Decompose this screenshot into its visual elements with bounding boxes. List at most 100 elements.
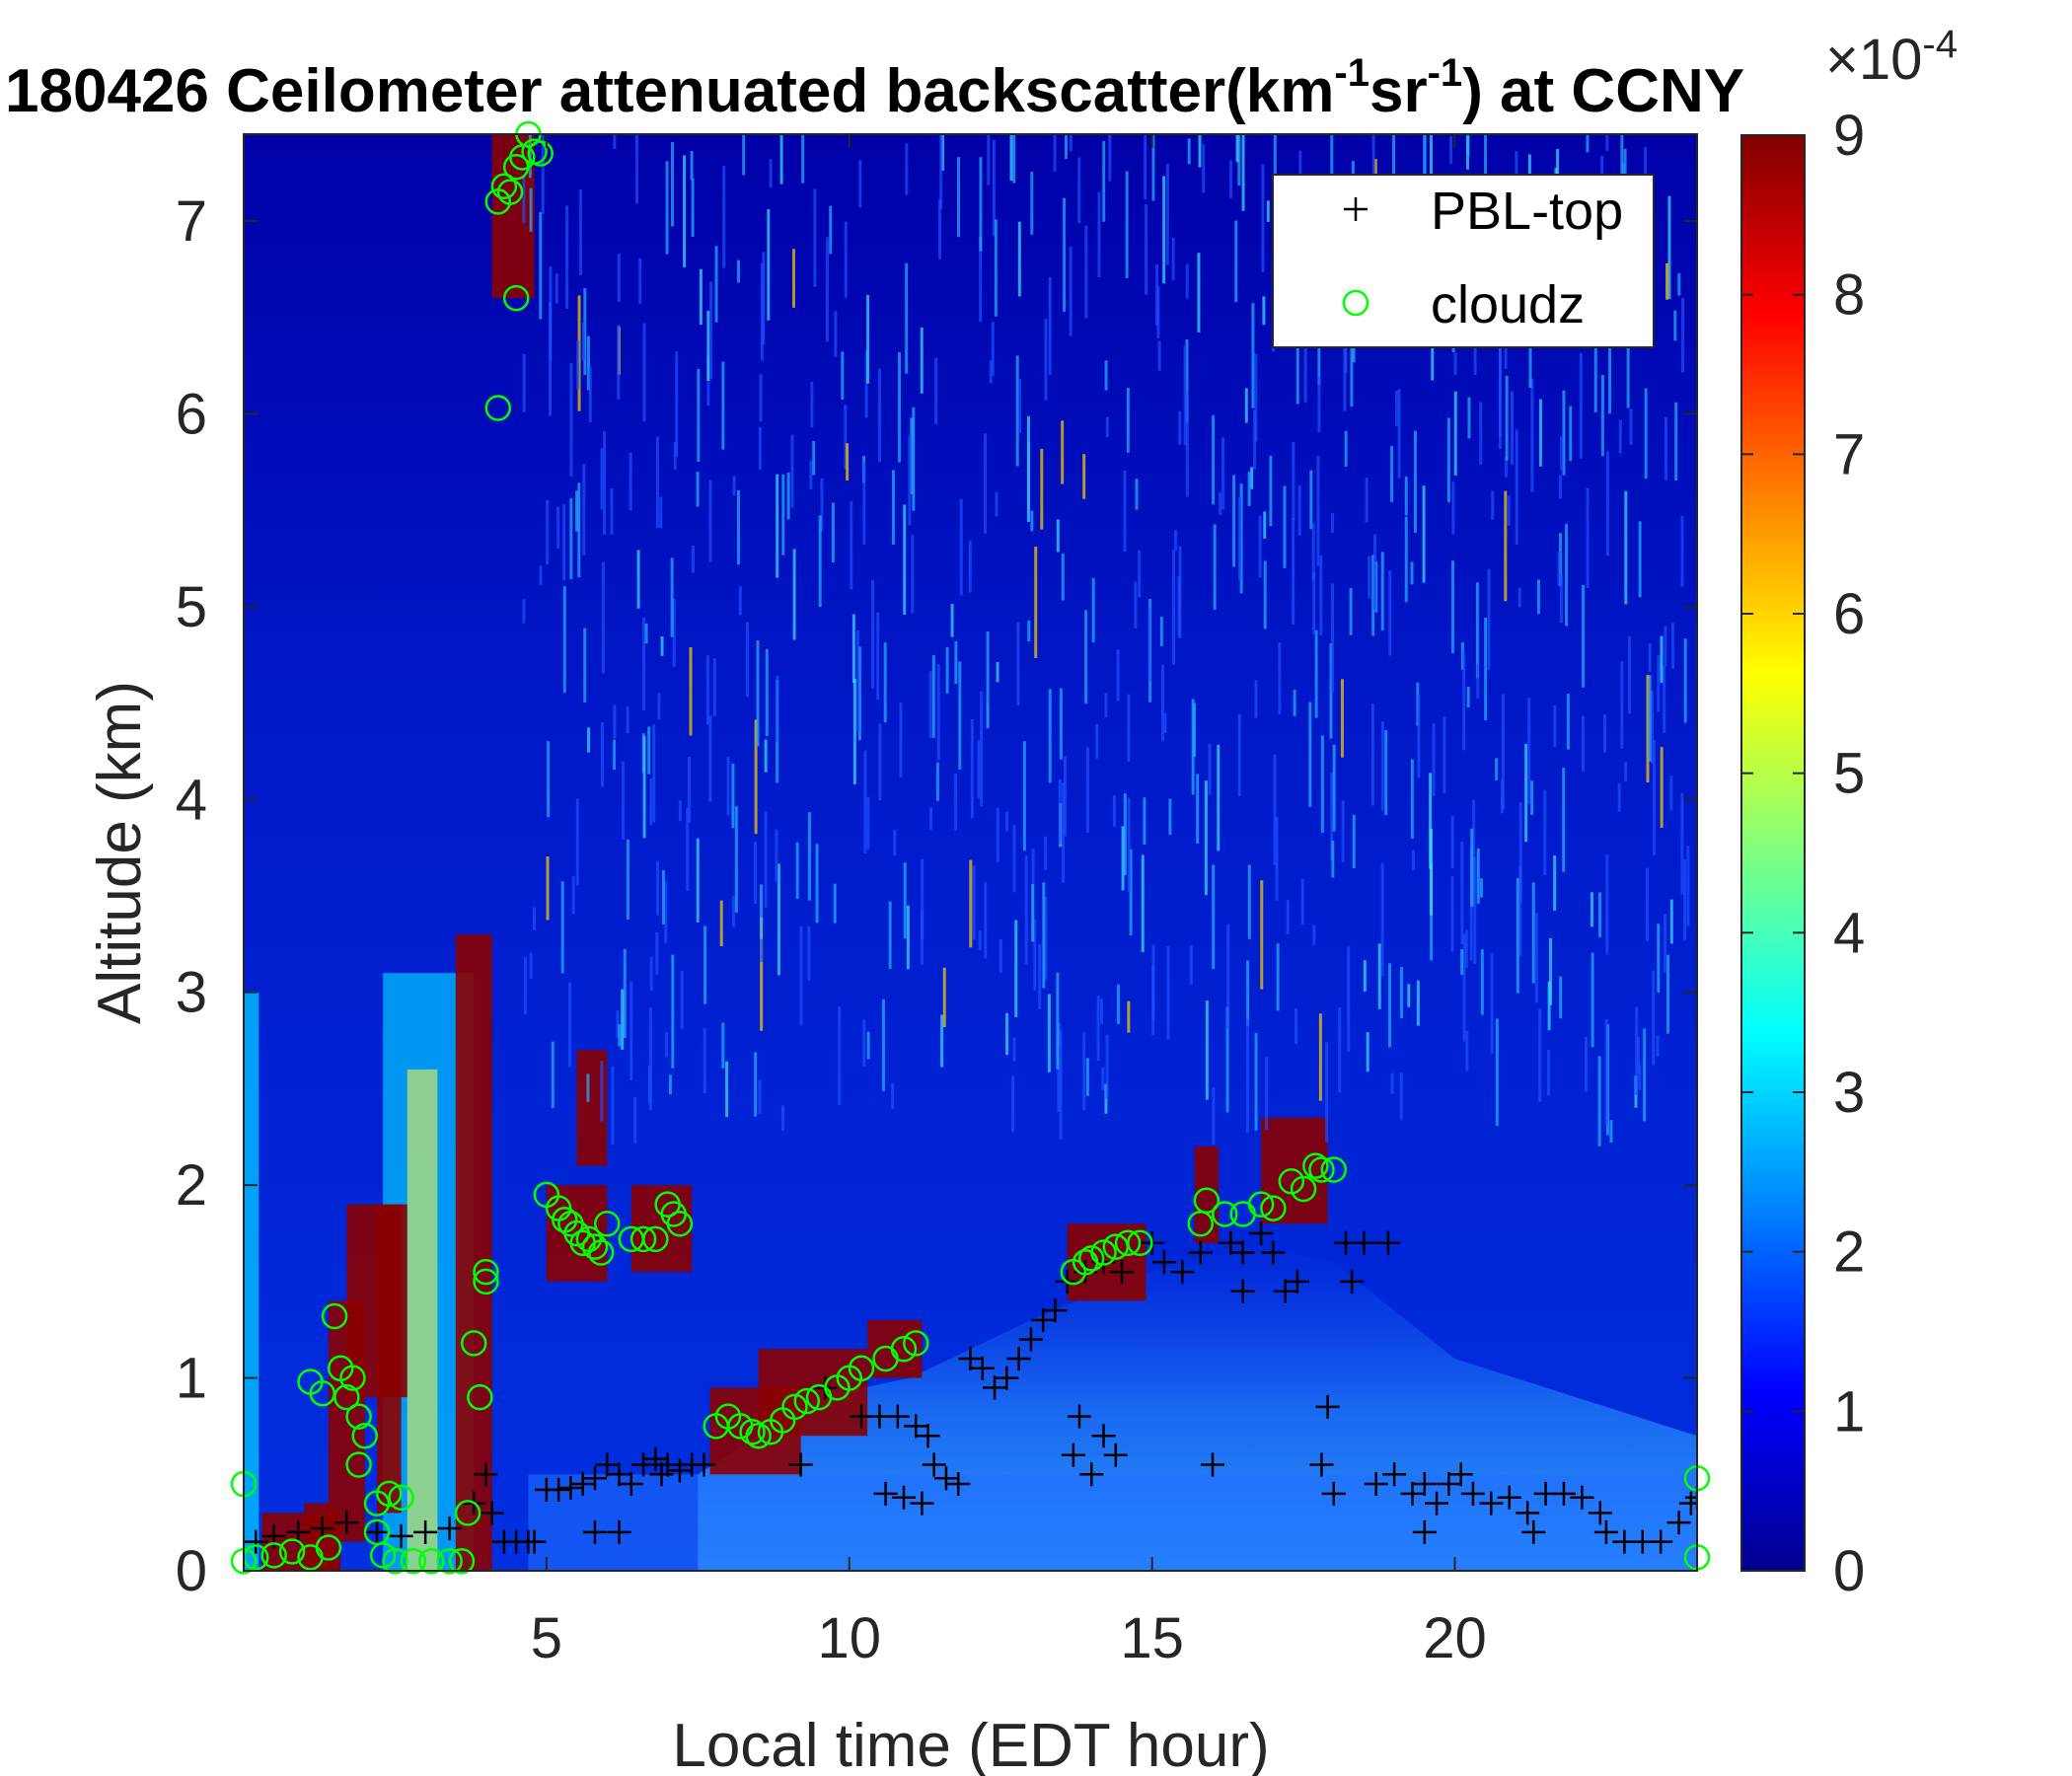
pbl-top-point — [607, 1519, 631, 1544]
cloudz-point — [333, 1383, 360, 1411]
backscatter-streak — [1031, 883, 1035, 942]
backscatter-streak — [1559, 976, 1563, 1019]
backscatter-streak — [706, 310, 710, 382]
backscatter-streak — [1446, 417, 1450, 503]
backscatter-streak — [670, 557, 674, 637]
backscatter-streak — [1648, 675, 1652, 762]
backscatter-streak — [636, 550, 640, 609]
backscatter-streak — [1517, 587, 1521, 608]
backscatter-streak — [603, 430, 607, 535]
backscatter-streak — [1431, 319, 1435, 381]
backscatter-streak — [1129, 849, 1133, 936]
backscatter-streak — [1344, 325, 1348, 373]
backscatter-streak — [754, 719, 758, 835]
backscatter-streak — [1254, 1032, 1258, 1131]
backscatter-streak — [939, 134, 943, 209]
backscatter-streak — [1097, 191, 1101, 277]
backscatter-streak — [529, 187, 533, 232]
backscatter-streak — [1677, 272, 1681, 296]
cloudz-point — [376, 1480, 403, 1508]
backscatter-streak — [1603, 713, 1607, 753]
colorbar-gradient — [1740, 134, 1806, 1572]
pbl-top-point — [582, 1466, 607, 1491]
backscatter-streak — [600, 448, 604, 510]
backscatter-streak — [1239, 483, 1243, 594]
backscatter-streak — [1423, 134, 1427, 183]
backscatter-streak — [1638, 1063, 1642, 1090]
backscatter-streak — [1646, 675, 1650, 783]
cloudz-point — [890, 1335, 918, 1363]
backscatter-streak — [866, 796, 870, 850]
backscatter-streak — [1407, 984, 1411, 1007]
cloudz-point — [581, 1233, 609, 1260]
backscatter-streak — [1417, 695, 1421, 778]
backscatter-streak — [1275, 816, 1279, 901]
backscatter-streak — [1373, 534, 1377, 611]
backscatter-streak — [1292, 518, 1295, 625]
backscatter-streak — [649, 956, 653, 992]
backscatter-streak — [1127, 797, 1131, 893]
backscatter-streak — [722, 165, 726, 268]
cloudz-point — [388, 1484, 414, 1511]
backscatter-streak — [672, 598, 676, 667]
backscatter-streak — [979, 237, 983, 323]
y-tick-label: 5 — [176, 575, 207, 639]
backscatter-streak — [1645, 867, 1649, 942]
pbl-top-point — [1375, 1230, 1400, 1255]
backscatter-streak — [1681, 297, 1685, 373]
cloudz-point — [1114, 1229, 1142, 1257]
backscatter-streak — [831, 502, 835, 563]
backscatter-streak — [528, 134, 532, 179]
backscatter-streak — [1225, 1006, 1229, 1113]
backscatter-streak — [1331, 840, 1335, 878]
backscatter-streak — [1518, 801, 1522, 904]
backscatter-streak — [1183, 345, 1187, 446]
backscatter-streak — [1265, 1057, 1269, 1131]
backscatter-streak — [969, 859, 973, 948]
pbl-top-point — [1516, 1501, 1540, 1525]
backscatter-streak — [1505, 456, 1509, 478]
backscatter-streak — [864, 350, 868, 418]
backscatter-streak — [1171, 237, 1175, 280]
backscatter-streak — [1319, 555, 1323, 635]
backscatter-streak — [1586, 487, 1590, 589]
backscatter-streak — [1009, 134, 1013, 182]
backscatter-streak — [575, 490, 579, 532]
cloudz-point — [448, 1547, 476, 1575]
backscatter-streak — [691, 546, 695, 573]
backscatter-streak — [760, 884, 764, 942]
backscatter-streak — [1600, 374, 1604, 457]
backscatter-streak — [1247, 864, 1251, 939]
backscatter-streak — [1429, 773, 1433, 869]
backscatter-streak — [1058, 778, 1062, 845]
cloudz-point — [351, 1422, 378, 1449]
backscatter-streak — [1104, 693, 1108, 718]
cloudz-point — [666, 1210, 694, 1237]
backscatter-streak — [569, 362, 573, 478]
backscatter-streak — [1056, 972, 1060, 1070]
backscatter-streak — [661, 869, 665, 925]
backscatter-streak — [546, 856, 550, 921]
backscatter-streak — [1593, 330, 1597, 413]
backscatter-streak — [1260, 880, 1264, 990]
backscatter-streak — [721, 361, 725, 450]
pbl-top-point — [244, 1529, 268, 1554]
pbl-top-point — [547, 1477, 571, 1502]
backscatter-streak — [1624, 490, 1628, 605]
backscatter-streak — [1566, 694, 1570, 750]
backscatter-streak — [734, 806, 738, 914]
y-tick-label: 4 — [176, 768, 207, 832]
pbl-top-point — [558, 1475, 583, 1500]
backscatter-streak — [1040, 448, 1044, 530]
pbl-top-point — [1043, 1298, 1068, 1323]
backscatter-streak — [833, 883, 837, 924]
backscatter-streak — [678, 799, 682, 822]
backscatter-streak — [736, 259, 740, 283]
backscatter-streak — [1160, 664, 1164, 742]
backscatter-streak — [1100, 999, 1104, 1025]
backscatter-streak — [1237, 713, 1241, 797]
backscatter-streak — [613, 704, 617, 739]
backscatter-streak — [649, 777, 653, 826]
pbl-top-point — [1061, 1443, 1085, 1467]
backscatter-streak — [1591, 952, 1594, 1048]
